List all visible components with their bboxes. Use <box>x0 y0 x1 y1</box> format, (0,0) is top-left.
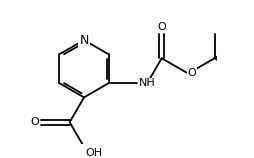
Text: OH: OH <box>85 148 102 158</box>
Text: O: O <box>30 117 39 127</box>
Text: NH: NH <box>138 78 155 88</box>
Text: O: O <box>187 68 196 78</box>
Text: N: N <box>79 34 89 47</box>
Text: O: O <box>157 22 166 32</box>
